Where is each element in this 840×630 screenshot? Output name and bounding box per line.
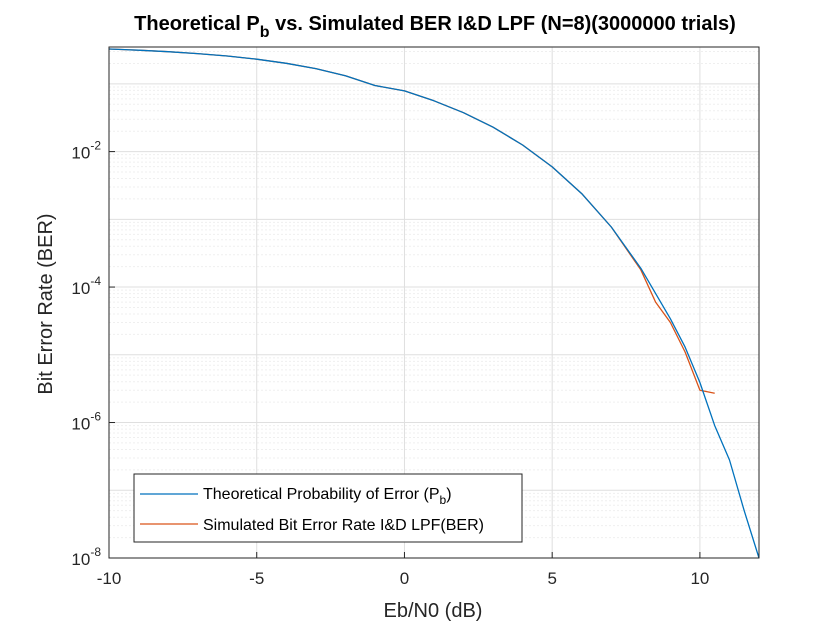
y-axis-ticks: 10-810-610-410-2	[71, 139, 115, 569]
y-tick-label-base: 10	[71, 279, 90, 298]
legend-label-theoretical: Theoretical Probability of Error (Pb)	[203, 486, 452, 507]
minor-grid	[109, 51, 759, 539]
legend-box	[133, 473, 523, 543]
y-tick-label-exponent: -8	[90, 545, 101, 559]
series-layer	[108, 48, 760, 559]
legend-label-theoretical-main: Theoretical Probability of Error (P	[203, 486, 440, 503]
legend: Theoretical Probability of Error (Pb) Si…	[133, 473, 523, 543]
x-tick-label: 0	[400, 569, 409, 588]
y-tick-label-exponent: -6	[90, 410, 101, 424]
x-axis-label: Eb/N0 (dB)	[384, 600, 483, 622]
legend-label-theoretical-subscript: b	[440, 493, 447, 507]
y-tick-label: 10-6	[71, 410, 101, 434]
y-tick-label: 10-4	[71, 274, 101, 298]
chart-title-rest: vs. Simulated BER I&D LPF (N=8)(3000000 …	[270, 13, 736, 35]
legend-label-theoretical-suffix: )	[446, 486, 451, 503]
y-tick-label: 10-2	[71, 139, 101, 163]
chart-title-main: Theoretical P	[134, 13, 260, 35]
y-tick-label-base: 10	[71, 144, 90, 163]
chart-title: Theoretical Pb vs. Simulated BER I&D LPF…	[134, 13, 736, 41]
x-axis-ticks: -10 -5 0 5 10	[97, 552, 709, 588]
y-tick-label: 10-8	[71, 545, 101, 569]
y-tick-label-base: 10	[71, 415, 90, 434]
y-tick-label-exponent: -4	[90, 274, 101, 288]
x-tick-label: -10	[97, 569, 122, 588]
chart-title-subscript: b	[260, 24, 270, 41]
x-tick-label: -5	[249, 569, 264, 588]
y-tick-label-exponent: -2	[90, 139, 101, 153]
plot-area-border	[108, 46, 760, 559]
legend-label-simulated: Simulated Bit Error Rate I&D LPF(BER)	[203, 517, 484, 534]
y-axis-label: Bit Error Rate (BER)	[35, 213, 57, 394]
series-line-theoretical	[108, 48, 760, 559]
series-line-simulated	[108, 48, 715, 394]
y-tick-label-base: 10	[71, 550, 90, 569]
x-tick-label: 10	[690, 569, 709, 588]
x-tick-label: 5	[547, 569, 556, 588]
